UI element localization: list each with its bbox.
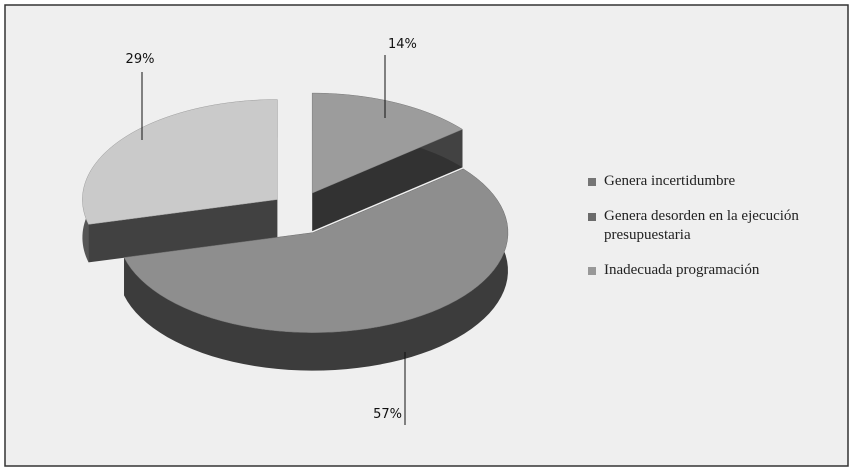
legend-swatch: [588, 267, 596, 275]
legend-label: Genera incertidumbre: [604, 173, 736, 189]
legend-swatch: [588, 178, 596, 186]
data-label: 29%: [126, 52, 155, 67]
slice-wall: [312, 129, 463, 232]
legend-item: Genera incertidumbre: [588, 172, 846, 191]
legend-swatch: [588, 213, 596, 221]
slice: [311, 92, 463, 194]
slice-side: [124, 168, 508, 371]
legend-item: Inadecuada programación: [588, 261, 846, 280]
legend-item: Genera desorden en la ejecución presupue…: [588, 207, 846, 245]
slice: [82, 99, 278, 225]
slice-wall: [88, 199, 278, 263]
legend-label: Inadecuada programación: [604, 262, 760, 278]
data-label: 14%: [388, 37, 417, 52]
data-label: 57%: [373, 407, 402, 422]
legend: Genera incertidumbre Genera desorden en l…: [588, 172, 846, 296]
legend-label: Genera desorden en la ejecución presupue…: [604, 208, 799, 243]
slice: [123, 168, 509, 333]
